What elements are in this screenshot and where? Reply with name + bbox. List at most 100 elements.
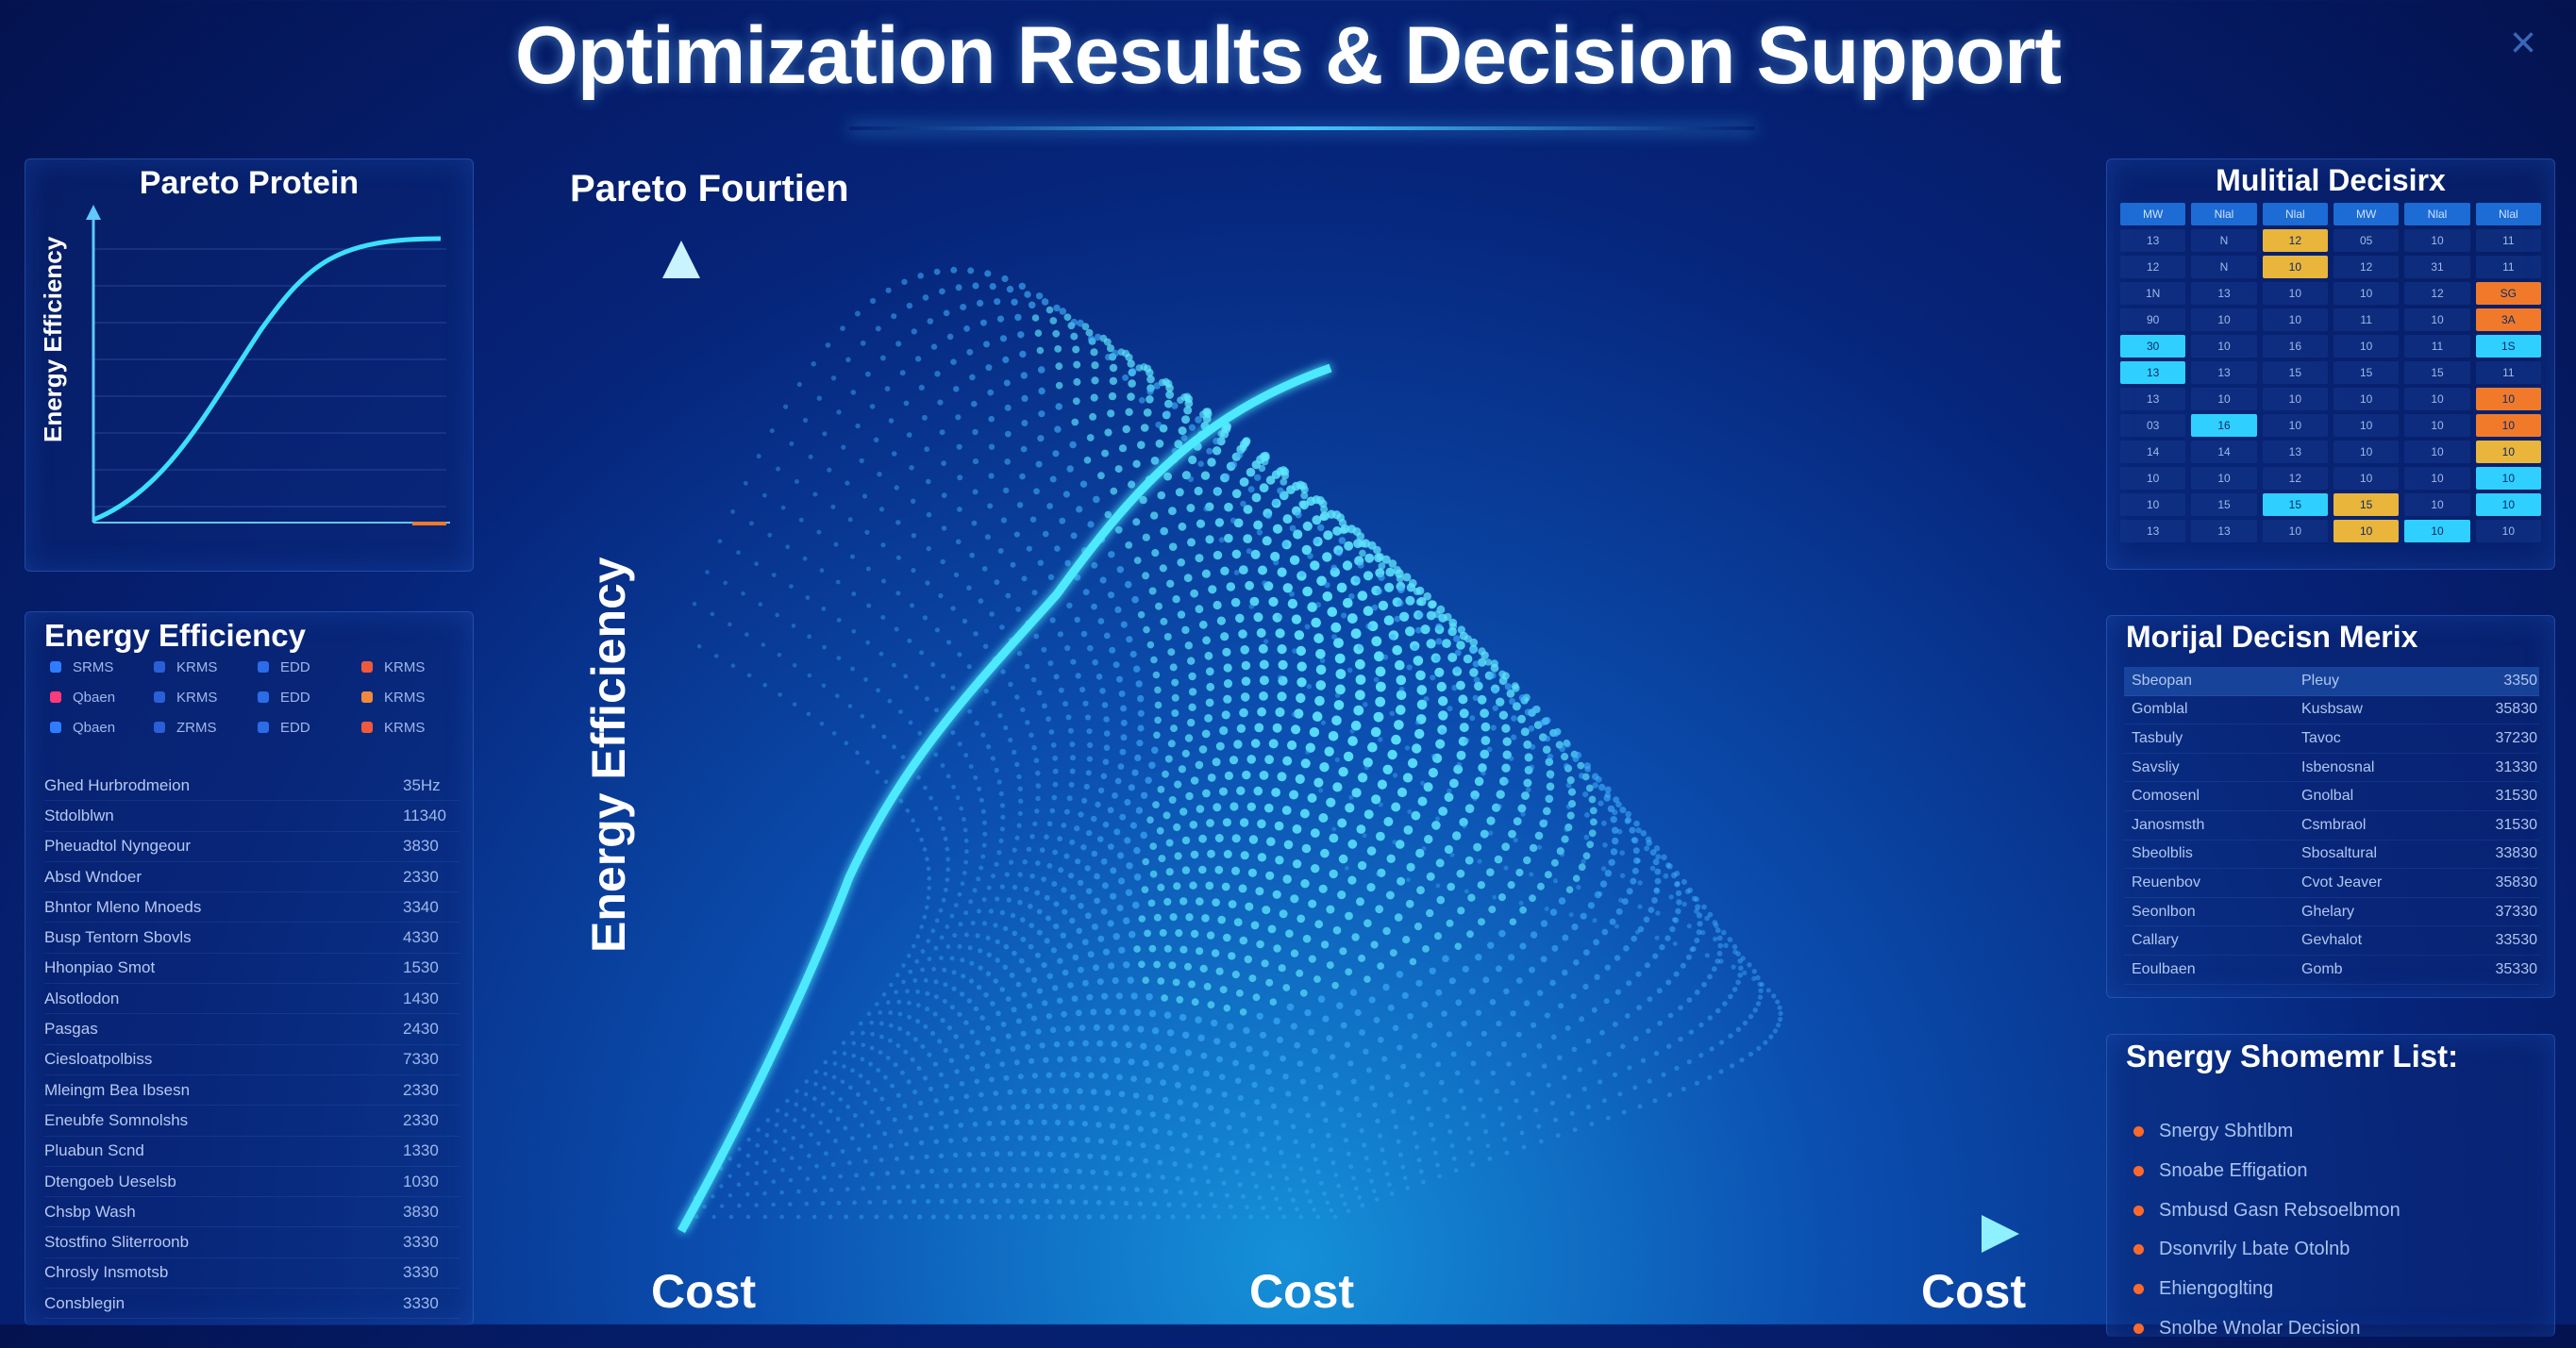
matrix-cell: 11 [2475, 361, 2541, 384]
shortlist-item-label: Snoabe Effigation [2159, 1160, 2308, 1182]
matrix-cell: 10 [2404, 388, 2470, 410]
list-item-value: 1030 [403, 1172, 439, 1190]
legend-item: Qbaen [50, 686, 154, 708]
bullet-icon [2133, 1323, 2144, 1334]
matrix-cell: 10 [2191, 308, 2257, 331]
legend-label: ZRMS [176, 719, 217, 736]
list-item-value: 1530 [403, 958, 439, 977]
list-item-value: 3340 [403, 897, 439, 916]
matrix-cell: 10 [2262, 520, 2328, 542]
legend-label: EDD [280, 689, 310, 706]
pareto-mini-chart-panel: Pareto Protein Energy Efficiency [25, 158, 474, 572]
bullet-icon [2133, 1244, 2144, 1256]
legend-item: EDD [258, 686, 361, 708]
panel-title: Pareto Protein [139, 165, 360, 201]
table-cell: 35830 [2495, 701, 2538, 718]
matrix-cell: N [2191, 229, 2257, 252]
legend-label: KRMS [384, 658, 426, 675]
matrix-cell: 11 [2475, 256, 2541, 278]
matrix-cell: 10 [2262, 414, 2328, 437]
table-cell: Csmbraol [2301, 816, 2367, 833]
list-item: Chsbp Wash 3830 [44, 1197, 460, 1228]
matrix-cell: 1N [2120, 282, 2186, 305]
shortlist-item: Snoabe Effigation [2133, 1152, 2400, 1191]
table-cell: Gnolbal [2301, 788, 2354, 805]
matrix-header-cell: MW [2120, 203, 2186, 225]
table-row: Savsliy Isbenosnal 31330 [2124, 754, 2539, 783]
panel-title: Snergy Shomemr List: [2126, 1039, 2459, 1073]
matrix-cell: 10 [2120, 493, 2186, 516]
table-row: Seonlbon Ghelary 37330 [2124, 898, 2539, 927]
matrix-cell: 10 [2333, 335, 2400, 358]
matrix-cell: 10 [2475, 467, 2541, 490]
matrix-cell: 10 [2191, 335, 2257, 358]
list-item: Pluabun Scnd 1330 [44, 1137, 460, 1167]
matrix-cell: 13 [2120, 388, 2186, 410]
list-item: Alsotlodon 1430 [44, 984, 460, 1015]
matrix-cell: 10 [2404, 308, 2470, 331]
bullet-icon [2133, 1284, 2144, 1295]
list-item-label: Ciesloatpolbiss [44, 1050, 153, 1069]
table-cell: Seonlbon [2132, 903, 2196, 920]
matrix-cell: 15 [2262, 361, 2328, 384]
table-cell: 33830 [2495, 845, 2538, 862]
list-item: Busp Tentorn Sbovls 4330 [44, 923, 460, 954]
shortlist-item-label: Dsonvrily Lbate Otolnb [2159, 1239, 2350, 1260]
list-item: Bhntor Mleno Mnoeds 3340 [44, 892, 460, 924]
x-axis-label-center: Cost [1249, 1265, 1355, 1318]
x-axis-label-left: Cost [651, 1265, 757, 1318]
page-title: Optimization Results & Decision Support [514, 10, 2062, 101]
decision-table-panel: Morijal Decisn Merix Sbeopan Pleuy 3350 Gom… [2106, 615, 2555, 998]
table-cell: Isbenosnal [2301, 758, 2375, 775]
list-item-label: Busp Tentorn Sbovls [44, 928, 192, 947]
shortlist-item: Ehiengoglting [2133, 1270, 2400, 1309]
matrix-cell: 90 [2120, 308, 2186, 331]
list-item-value: 35Hz [403, 775, 441, 794]
matrix-header-cell: Nlal [2475, 203, 2541, 225]
table-row: Callary Gevhalot 33530 [2124, 926, 2539, 956]
y-axis-arrow [662, 241, 700, 278]
shortlist-item-label: Snolbe Wnolar Decision [2159, 1317, 2361, 1339]
decision-matrix-panel: Mulitial Decisirx MW Nlal Nlal MW Nlal Nlal 13… [2106, 158, 2555, 570]
table-row: Janosmsth Csmbraol 31530 [2124, 811, 2539, 840]
table-row: Reuenbov Cvot Jeaver 35830 [2124, 869, 2539, 898]
list-item-value: 3830 [403, 837, 439, 856]
matrix-cell: 10 [2475, 493, 2541, 516]
legend-label: Qbaen [73, 689, 116, 706]
legend-label: EDD [280, 719, 310, 736]
legend-item: EDD [258, 716, 361, 739]
metrics-list: Ghed Hurbrodmeion 35Hz Stdolblwn 11340 Pheua… [44, 771, 460, 1320]
matrix-cell: 31 [2404, 256, 2470, 278]
matrix-cell: 15 [2262, 493, 2328, 516]
list-item: Absd Wndoer 2330 [44, 862, 460, 893]
matrix-cell: 10 [2333, 441, 2400, 463]
matrix-cell: 13 [2191, 282, 2257, 305]
matrix-cell: 12 [2333, 256, 2400, 278]
legend-item: KRMS [361, 656, 465, 678]
table-cell: Comosenl [2132, 788, 2200, 805]
matrix-cell: 10 [2475, 441, 2541, 463]
shortlist-item-label: Snergy Sbhtlbm [2159, 1121, 2294, 1142]
table-cell: 3350 [2503, 672, 2537, 689]
matrix-cell: 14 [2120, 441, 2186, 463]
legend-swatch [154, 661, 165, 673]
shortlist-panel: Snergy Shomemr List: Snergy Sbhtlbm Snoab… [2106, 1034, 2555, 1339]
matrix-cell: 16 [2262, 335, 2328, 358]
matrix-cell: 10 [2333, 467, 2400, 490]
matrix-cell: 13 [2262, 441, 2328, 463]
table-cell: Gomblal [2132, 701, 2188, 718]
legend-label: Qbaen [73, 719, 116, 736]
legend-swatch [50, 722, 61, 733]
legend-label: KRMS [384, 689, 426, 706]
matrix-cell: 13 [2191, 361, 2257, 384]
decision-table: Sbeopan Pleuy 3350 Gomblal Kusbsaw 35830 Tasbu… [2124, 667, 2539, 985]
matrix-header-cell: Nlal [2191, 203, 2257, 225]
matrix-cell: 12 [2404, 282, 2470, 305]
matrix-cell: 15 [2404, 361, 2470, 384]
close-icon[interactable]: × [2509, 18, 2537, 68]
matrix-cell: 10 [2191, 467, 2257, 490]
matrix-cell: 10 [2262, 256, 2328, 278]
table-cell: Tasbuly [2132, 729, 2183, 746]
table-cell: 31330 [2495, 758, 2538, 775]
matrix-cell: 10 [2262, 388, 2328, 410]
